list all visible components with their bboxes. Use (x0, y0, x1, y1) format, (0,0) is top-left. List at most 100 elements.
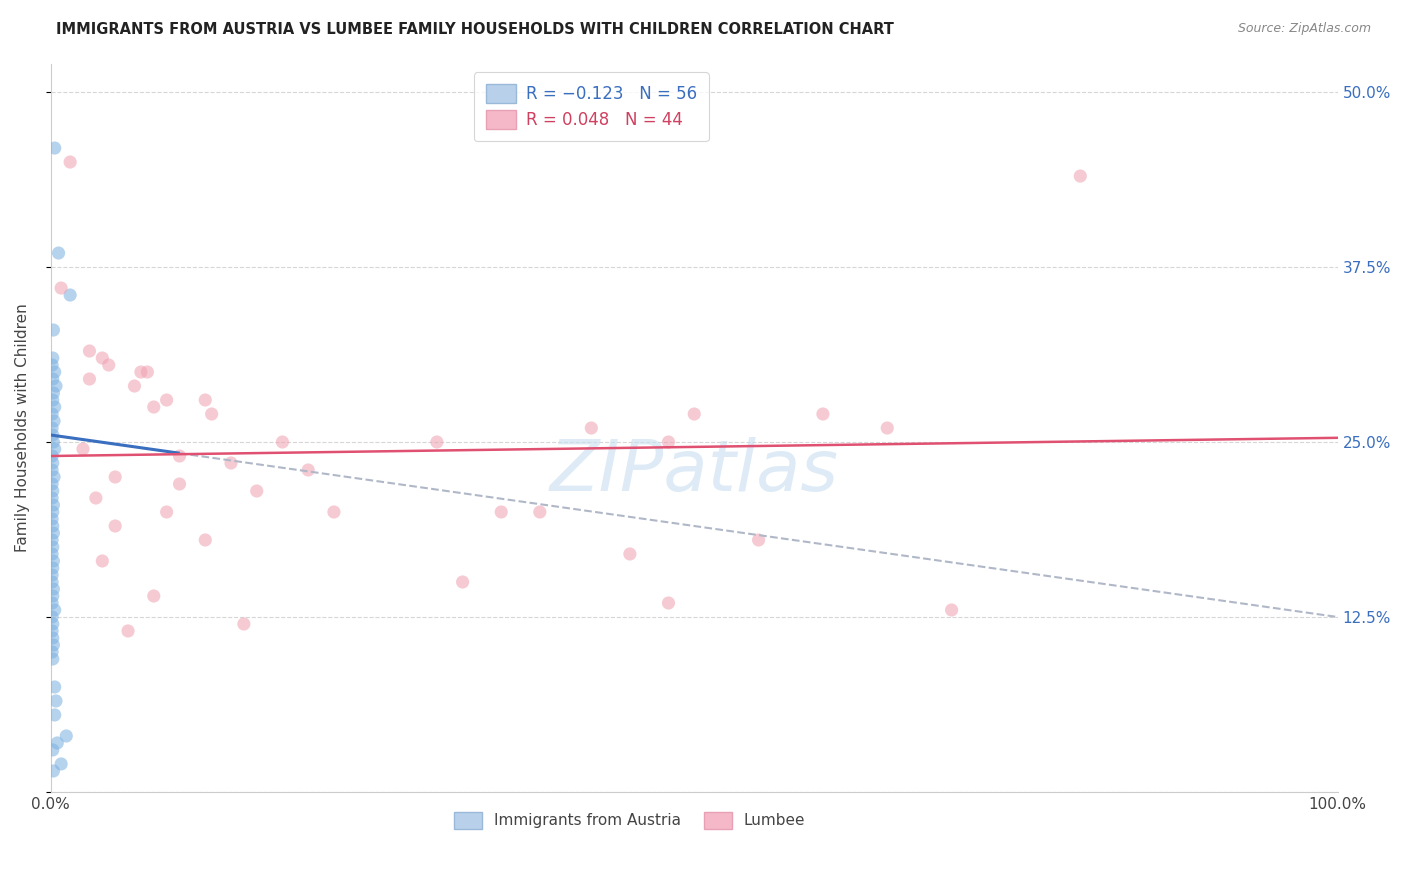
Point (42, 589, 65, 603)
Point (42, 435, 65, 450)
Point (42, 351, 65, 365)
Point (104, 519, 127, 533)
Point (79, 372, 101, 386)
Point (619, 547, 641, 561)
Point (42, 470, 65, 484)
Point (876, 421, 898, 435)
Point (41, 574, 63, 589)
Point (748, 533, 770, 547)
Point (41, 533, 63, 547)
Point (42, 323, 65, 337)
Point (49, 756, 72, 771)
Point (46, 736, 69, 750)
Point (657, 596, 679, 610)
Point (41, 463, 63, 477)
Point (41, 421, 63, 435)
Point (41, 596, 63, 610)
Point (42, 743, 65, 757)
Point (59, 155, 82, 169)
Point (42, 617, 65, 632)
Point (42, 414, 65, 428)
Point (42, 554, 65, 568)
Point (42, 561, 65, 575)
Point (194, 533, 217, 547)
Point (1069, 169, 1091, 183)
Point (48, 246, 70, 260)
Point (529, 505, 551, 519)
Point (91, 554, 114, 568)
Point (219, 456, 242, 470)
Point (41, 449, 63, 463)
Point (201, 407, 224, 421)
Point (246, 483, 269, 498)
Point (42, 392, 65, 407)
Point (79, 344, 101, 359)
Point (44, 365, 66, 379)
Y-axis label: Family Households with Children: Family Households with Children (15, 303, 30, 552)
Point (271, 435, 294, 450)
Point (41, 645, 63, 659)
Point (451, 574, 474, 589)
Point (97, 358, 120, 372)
Point (581, 421, 603, 435)
Point (941, 603, 963, 617)
Point (59, 288, 82, 302)
Point (55, 729, 77, 743)
Point (124, 379, 146, 393)
Point (323, 505, 346, 519)
Point (45, 694, 67, 708)
Point (41, 547, 63, 561)
Point (117, 624, 139, 638)
Point (297, 463, 319, 477)
Point (42, 483, 65, 498)
Point (41, 568, 63, 582)
Point (156, 392, 179, 407)
Point (104, 470, 127, 484)
Point (194, 392, 217, 407)
Point (42, 519, 65, 533)
Point (142, 400, 165, 414)
Point (42, 505, 65, 519)
Point (41, 407, 63, 421)
Point (156, 505, 179, 519)
Point (42, 540, 65, 554)
Point (49, 281, 72, 295)
Point (44, 680, 66, 694)
Text: Source: ZipAtlas.com: Source: ZipAtlas.com (1237, 22, 1371, 36)
Point (232, 617, 254, 632)
Point (657, 435, 679, 450)
Point (44, 141, 66, 155)
Point (169, 477, 191, 491)
Point (44, 603, 66, 617)
Point (426, 435, 449, 450)
Point (41, 610, 63, 624)
Point (84, 491, 107, 505)
Point (42, 631, 65, 645)
Point (489, 505, 512, 519)
Point (44, 708, 66, 723)
Text: IMMIGRANTS FROM AUSTRIA VS LUMBEE FAMILY HOUSEHOLDS WITH CHILDREN CORRELATION CH: IMMIGRANTS FROM AUSTRIA VS LUMBEE FAMILY… (56, 22, 894, 37)
Point (42, 428, 65, 442)
Point (136, 365, 159, 379)
Point (41, 512, 63, 526)
Text: ZIPatlas: ZIPatlas (550, 437, 839, 506)
Point (683, 407, 706, 421)
Point (42, 582, 65, 596)
Point (44, 400, 66, 414)
Point (129, 365, 152, 379)
Point (42, 764, 65, 778)
Point (42, 638, 65, 652)
Point (142, 589, 165, 603)
Point (42, 456, 65, 470)
Point (45, 379, 67, 393)
Point (42, 498, 65, 512)
Point (41, 491, 63, 505)
Point (41, 624, 63, 638)
Point (91, 351, 114, 365)
Point (42, 526, 65, 541)
Point (42, 652, 65, 666)
Point (811, 407, 834, 421)
Point (169, 449, 191, 463)
Point (44, 442, 66, 456)
Legend: Immigrants from Austria, Lumbee: Immigrants from Austria, Lumbee (449, 805, 811, 835)
